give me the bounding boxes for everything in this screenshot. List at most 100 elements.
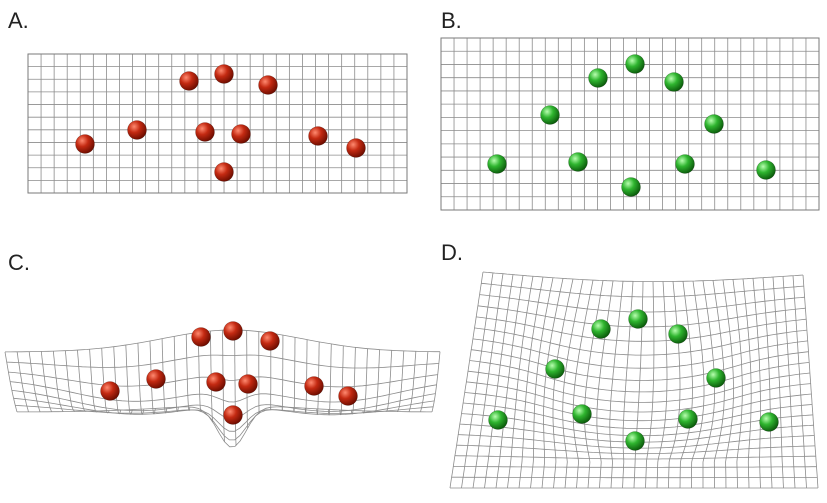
grid-border (440, 37, 820, 211)
panel-a: A. (8, 8, 408, 194)
sphere (675, 154, 695, 174)
sphere (621, 177, 641, 197)
sphere (238, 374, 258, 394)
panel-label-a: A. (8, 8, 29, 33)
grid-line (246, 330, 248, 429)
grid-line (397, 350, 405, 412)
grid-line (481, 282, 804, 298)
grid-line (10, 381, 437, 403)
grid-line (52, 351, 64, 412)
grid-line (518, 276, 544, 489)
grid-line (149, 340, 156, 415)
sphere (487, 154, 507, 174)
sphere (759, 412, 779, 432)
grid-line (65, 350, 75, 412)
grid-line (562, 279, 584, 489)
grid-line (732, 279, 743, 489)
grid-line (645, 281, 655, 489)
sphere (488, 410, 508, 430)
grid-line (752, 278, 761, 489)
grid-line (339, 345, 344, 416)
grid-line (530, 277, 554, 489)
sphere (146, 369, 166, 389)
grid-line (596, 280, 614, 489)
sphere (588, 68, 608, 88)
sphere (568, 152, 588, 172)
grid-line (222, 330, 225, 442)
grid-line (4, 351, 18, 413)
grid-line (40, 351, 52, 412)
sphere (338, 386, 358, 406)
grid-line (327, 343, 332, 416)
sphere (628, 309, 648, 329)
sphere (100, 381, 120, 401)
sphere (704, 114, 724, 134)
grid-line (471, 349, 809, 381)
grid-line (420, 351, 429, 412)
grid-line (466, 381, 811, 413)
deformed-grid-d (449, 271, 819, 489)
sphere (540, 105, 560, 125)
grid-line (691, 280, 705, 488)
grid-line (16, 351, 29, 413)
grid-line (474, 327, 807, 356)
grid-line (374, 349, 380, 413)
grid-line (11, 390, 436, 420)
grid-line (541, 278, 564, 489)
sphere (591, 319, 611, 339)
panel-label-b: B. (441, 8, 462, 33)
sphere (231, 124, 251, 144)
sphere (206, 372, 226, 392)
grid-line (469, 360, 810, 393)
red-spheres-c (100, 321, 358, 425)
panel-label-c: C. (8, 250, 30, 275)
grid-line (476, 316, 807, 342)
grid-line (762, 277, 773, 489)
grid-line (316, 341, 320, 416)
grid-line (408, 351, 417, 412)
sphere (346, 138, 366, 158)
grid-line (463, 402, 813, 430)
grid-line (17, 406, 432, 448)
grid-line (467, 370, 810, 403)
grid-line (304, 339, 308, 414)
sphere (223, 405, 243, 425)
grid-line (161, 338, 168, 414)
grid-line (28, 351, 41, 412)
grid-line (385, 350, 393, 412)
grid-line (89, 349, 98, 413)
grid-line (451, 476, 818, 479)
deformed-grid-c (4, 329, 441, 448)
grid-line (668, 281, 681, 489)
sphere (75, 134, 95, 154)
sphere (572, 404, 592, 424)
grid-line (101, 348, 110, 414)
grid-line (5, 329, 440, 353)
panel-c: C. (4, 250, 441, 448)
panel-d: D. (441, 240, 819, 489)
grid-line (456, 444, 816, 455)
sphere (179, 71, 199, 91)
grid-line (679, 281, 693, 489)
sphere (223, 321, 243, 341)
red-spheres-a (75, 64, 366, 182)
sphere (668, 324, 688, 344)
grid-line (431, 351, 441, 412)
sphere (756, 160, 776, 180)
panel-label-d: D. (441, 240, 463, 265)
grid-line (656, 281, 668, 489)
grid-line (6, 354, 439, 369)
sphere (706, 368, 726, 388)
sphere (214, 64, 234, 84)
grid-line (137, 343, 145, 415)
grid-line (293, 337, 296, 413)
sphere (545, 359, 565, 379)
sphere (304, 376, 324, 396)
sphere (664, 72, 684, 92)
sphere (625, 54, 645, 74)
grid-line (281, 335, 284, 412)
grid-line (173, 336, 179, 412)
sphere (191, 327, 211, 347)
grid-line (362, 348, 368, 414)
